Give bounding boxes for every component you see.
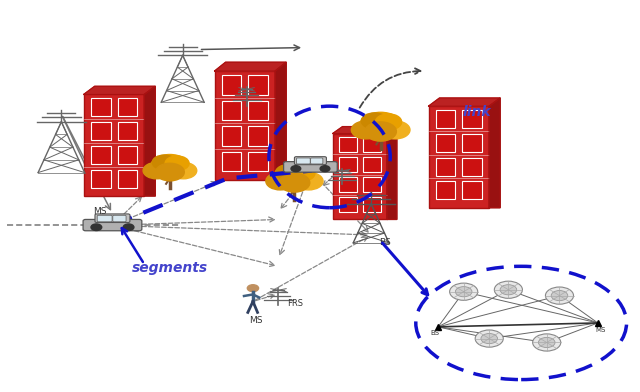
Text: MS: MS [93, 207, 106, 216]
Circle shape [381, 121, 410, 139]
Circle shape [365, 122, 396, 141]
Circle shape [91, 224, 102, 230]
FancyBboxPatch shape [95, 214, 130, 223]
Bar [339, 177, 356, 192]
Bar [248, 75, 268, 95]
Bar [248, 126, 268, 146]
Bar [221, 101, 241, 120]
Circle shape [450, 283, 477, 300]
Circle shape [500, 285, 516, 295]
Bar [436, 181, 456, 199]
Bar [91, 98, 111, 116]
Text: BS: BS [431, 330, 440, 336]
FancyBboxPatch shape [284, 162, 337, 172]
Bar [221, 126, 241, 146]
FancyBboxPatch shape [97, 215, 112, 222]
Bar [118, 122, 138, 140]
Bar [363, 157, 381, 172]
Circle shape [143, 162, 170, 179]
Bar [248, 101, 268, 120]
Bar [462, 110, 482, 128]
Circle shape [481, 334, 497, 344]
FancyBboxPatch shape [296, 158, 310, 164]
Circle shape [170, 162, 196, 179]
Circle shape [320, 166, 330, 172]
Circle shape [351, 121, 381, 139]
Bar [333, 134, 387, 220]
Circle shape [247, 285, 259, 292]
Bar [339, 137, 356, 152]
Bar [339, 157, 356, 172]
Circle shape [279, 173, 310, 192]
Polygon shape [489, 98, 500, 208]
Text: BS: BS [379, 238, 390, 247]
Bar [214, 71, 275, 180]
Polygon shape [145, 86, 156, 196]
Bar [462, 181, 482, 199]
Bar [436, 158, 456, 176]
Bar [436, 110, 456, 128]
Text: MS: MS [596, 327, 606, 332]
FancyBboxPatch shape [83, 220, 142, 231]
Polygon shape [429, 98, 500, 106]
Bar [363, 137, 381, 152]
Bar [118, 98, 138, 116]
FancyBboxPatch shape [294, 157, 326, 165]
Bar [248, 152, 268, 171]
Bar [91, 122, 111, 140]
Bar [436, 134, 456, 152]
Circle shape [266, 172, 294, 190]
Circle shape [152, 155, 176, 170]
Circle shape [545, 287, 573, 304]
Bar [363, 197, 381, 212]
Circle shape [532, 334, 561, 351]
Bar [91, 146, 111, 164]
Bar [363, 177, 381, 192]
FancyBboxPatch shape [113, 215, 126, 222]
Circle shape [294, 172, 323, 190]
Bar [91, 170, 111, 187]
Polygon shape [84, 86, 156, 94]
Circle shape [494, 281, 522, 298]
Bar [118, 146, 138, 164]
Circle shape [289, 165, 315, 181]
Circle shape [360, 112, 402, 138]
Circle shape [538, 338, 555, 348]
Circle shape [156, 163, 184, 181]
Text: FRS: FRS [287, 299, 303, 308]
Polygon shape [275, 62, 286, 180]
Polygon shape [214, 62, 286, 71]
Bar [221, 75, 241, 95]
Circle shape [291, 166, 301, 172]
FancyBboxPatch shape [310, 158, 323, 164]
Text: segments: segments [132, 261, 208, 275]
Circle shape [362, 113, 387, 129]
Circle shape [151, 154, 189, 178]
Text: link: link [462, 105, 491, 119]
Text: MS: MS [250, 316, 263, 325]
Circle shape [376, 114, 402, 130]
Circle shape [165, 156, 189, 171]
Polygon shape [387, 127, 397, 220]
Bar [339, 197, 356, 212]
Bar [462, 134, 482, 152]
Circle shape [456, 287, 472, 297]
Polygon shape [333, 127, 397, 134]
Circle shape [276, 165, 301, 180]
Circle shape [123, 224, 134, 230]
Bar [221, 152, 241, 171]
Bar [429, 106, 489, 208]
Circle shape [475, 330, 503, 347]
Circle shape [551, 290, 568, 301]
Bar [118, 170, 138, 187]
Bar [462, 158, 482, 176]
Circle shape [274, 164, 315, 189]
Bar [84, 94, 145, 196]
